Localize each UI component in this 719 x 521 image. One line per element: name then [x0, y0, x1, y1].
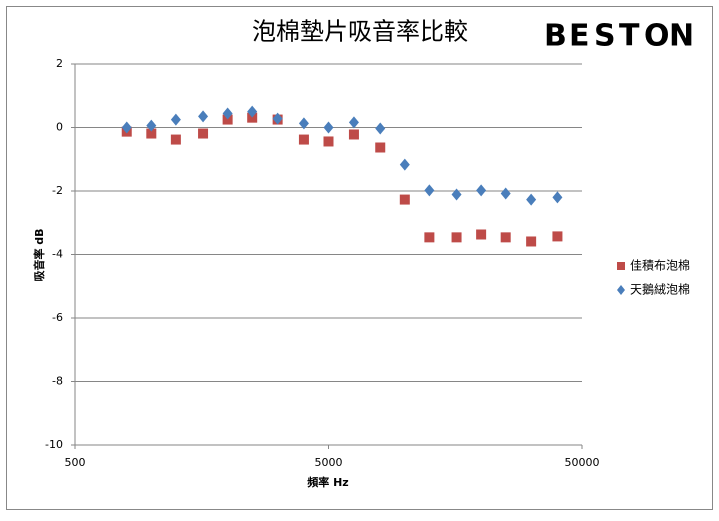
data-point: [323, 121, 334, 134]
data-point: [348, 129, 359, 140]
legend-label: 天鵝絨泡棉: [630, 283, 690, 297]
data-point: [399, 158, 410, 171]
data-point: [272, 112, 283, 125]
x-tick-label: 5000: [315, 456, 343, 469]
y-tick-label: 2: [56, 57, 63, 70]
data-point: [121, 121, 132, 134]
data-point: [198, 128, 209, 139]
x-axis-label: 頻率 Hz: [307, 475, 348, 489]
data-point: [500, 232, 511, 243]
data-point: [451, 232, 462, 243]
data-point: [247, 105, 258, 118]
data-point: [170, 113, 181, 126]
data-point: [375, 122, 386, 135]
chart-border: [6, 6, 713, 510]
x-tick-label: 500: [65, 456, 86, 469]
legend-label: 佳積布泡棉: [630, 258, 690, 273]
logo-letter: B: [544, 19, 567, 54]
logo-letter: E: [569, 19, 590, 54]
logo-letter: S: [594, 19, 616, 54]
chart-title: 泡棉墊片吸音率比較: [252, 18, 468, 46]
data-point: [298, 117, 309, 130]
logo-letter: N: [669, 19, 694, 54]
data-point: [424, 184, 435, 197]
data-point: [198, 110, 209, 123]
legend-marker: [617, 262, 625, 270]
data-point: [146, 119, 157, 132]
data-point: [298, 134, 309, 145]
data-point: [424, 232, 435, 243]
data-point: [170, 134, 181, 145]
y-tick-label: -8: [52, 375, 63, 388]
y-tick-label: -10: [45, 438, 63, 451]
y-tick-label: 0: [56, 121, 63, 134]
data-point: [526, 193, 537, 206]
data-point: [222, 107, 233, 120]
data-point: [552, 191, 563, 204]
data-point: [552, 231, 563, 242]
logo-letter: O: [644, 19, 670, 54]
data-point: [526, 236, 537, 247]
y-axis-label: 吸音率 dB: [32, 228, 46, 281]
x-tick-label: 50000: [565, 456, 600, 469]
data-point: [348, 116, 359, 129]
data-point: [323, 136, 334, 147]
data-point: [399, 194, 410, 205]
legend-marker: [617, 285, 625, 295]
data-point: [222, 114, 233, 125]
data-point: [247, 112, 258, 123]
data-point: [451, 188, 462, 201]
logo-letter: T: [619, 19, 640, 54]
data-point: [146, 128, 157, 139]
data-point: [476, 184, 487, 197]
data-point: [476, 229, 487, 240]
data-point: [500, 187, 511, 200]
data-point: [375, 142, 386, 153]
y-tick-label: -6: [52, 311, 63, 324]
y-tick-label: -2: [52, 184, 63, 197]
y-tick-label: -4: [52, 248, 63, 261]
